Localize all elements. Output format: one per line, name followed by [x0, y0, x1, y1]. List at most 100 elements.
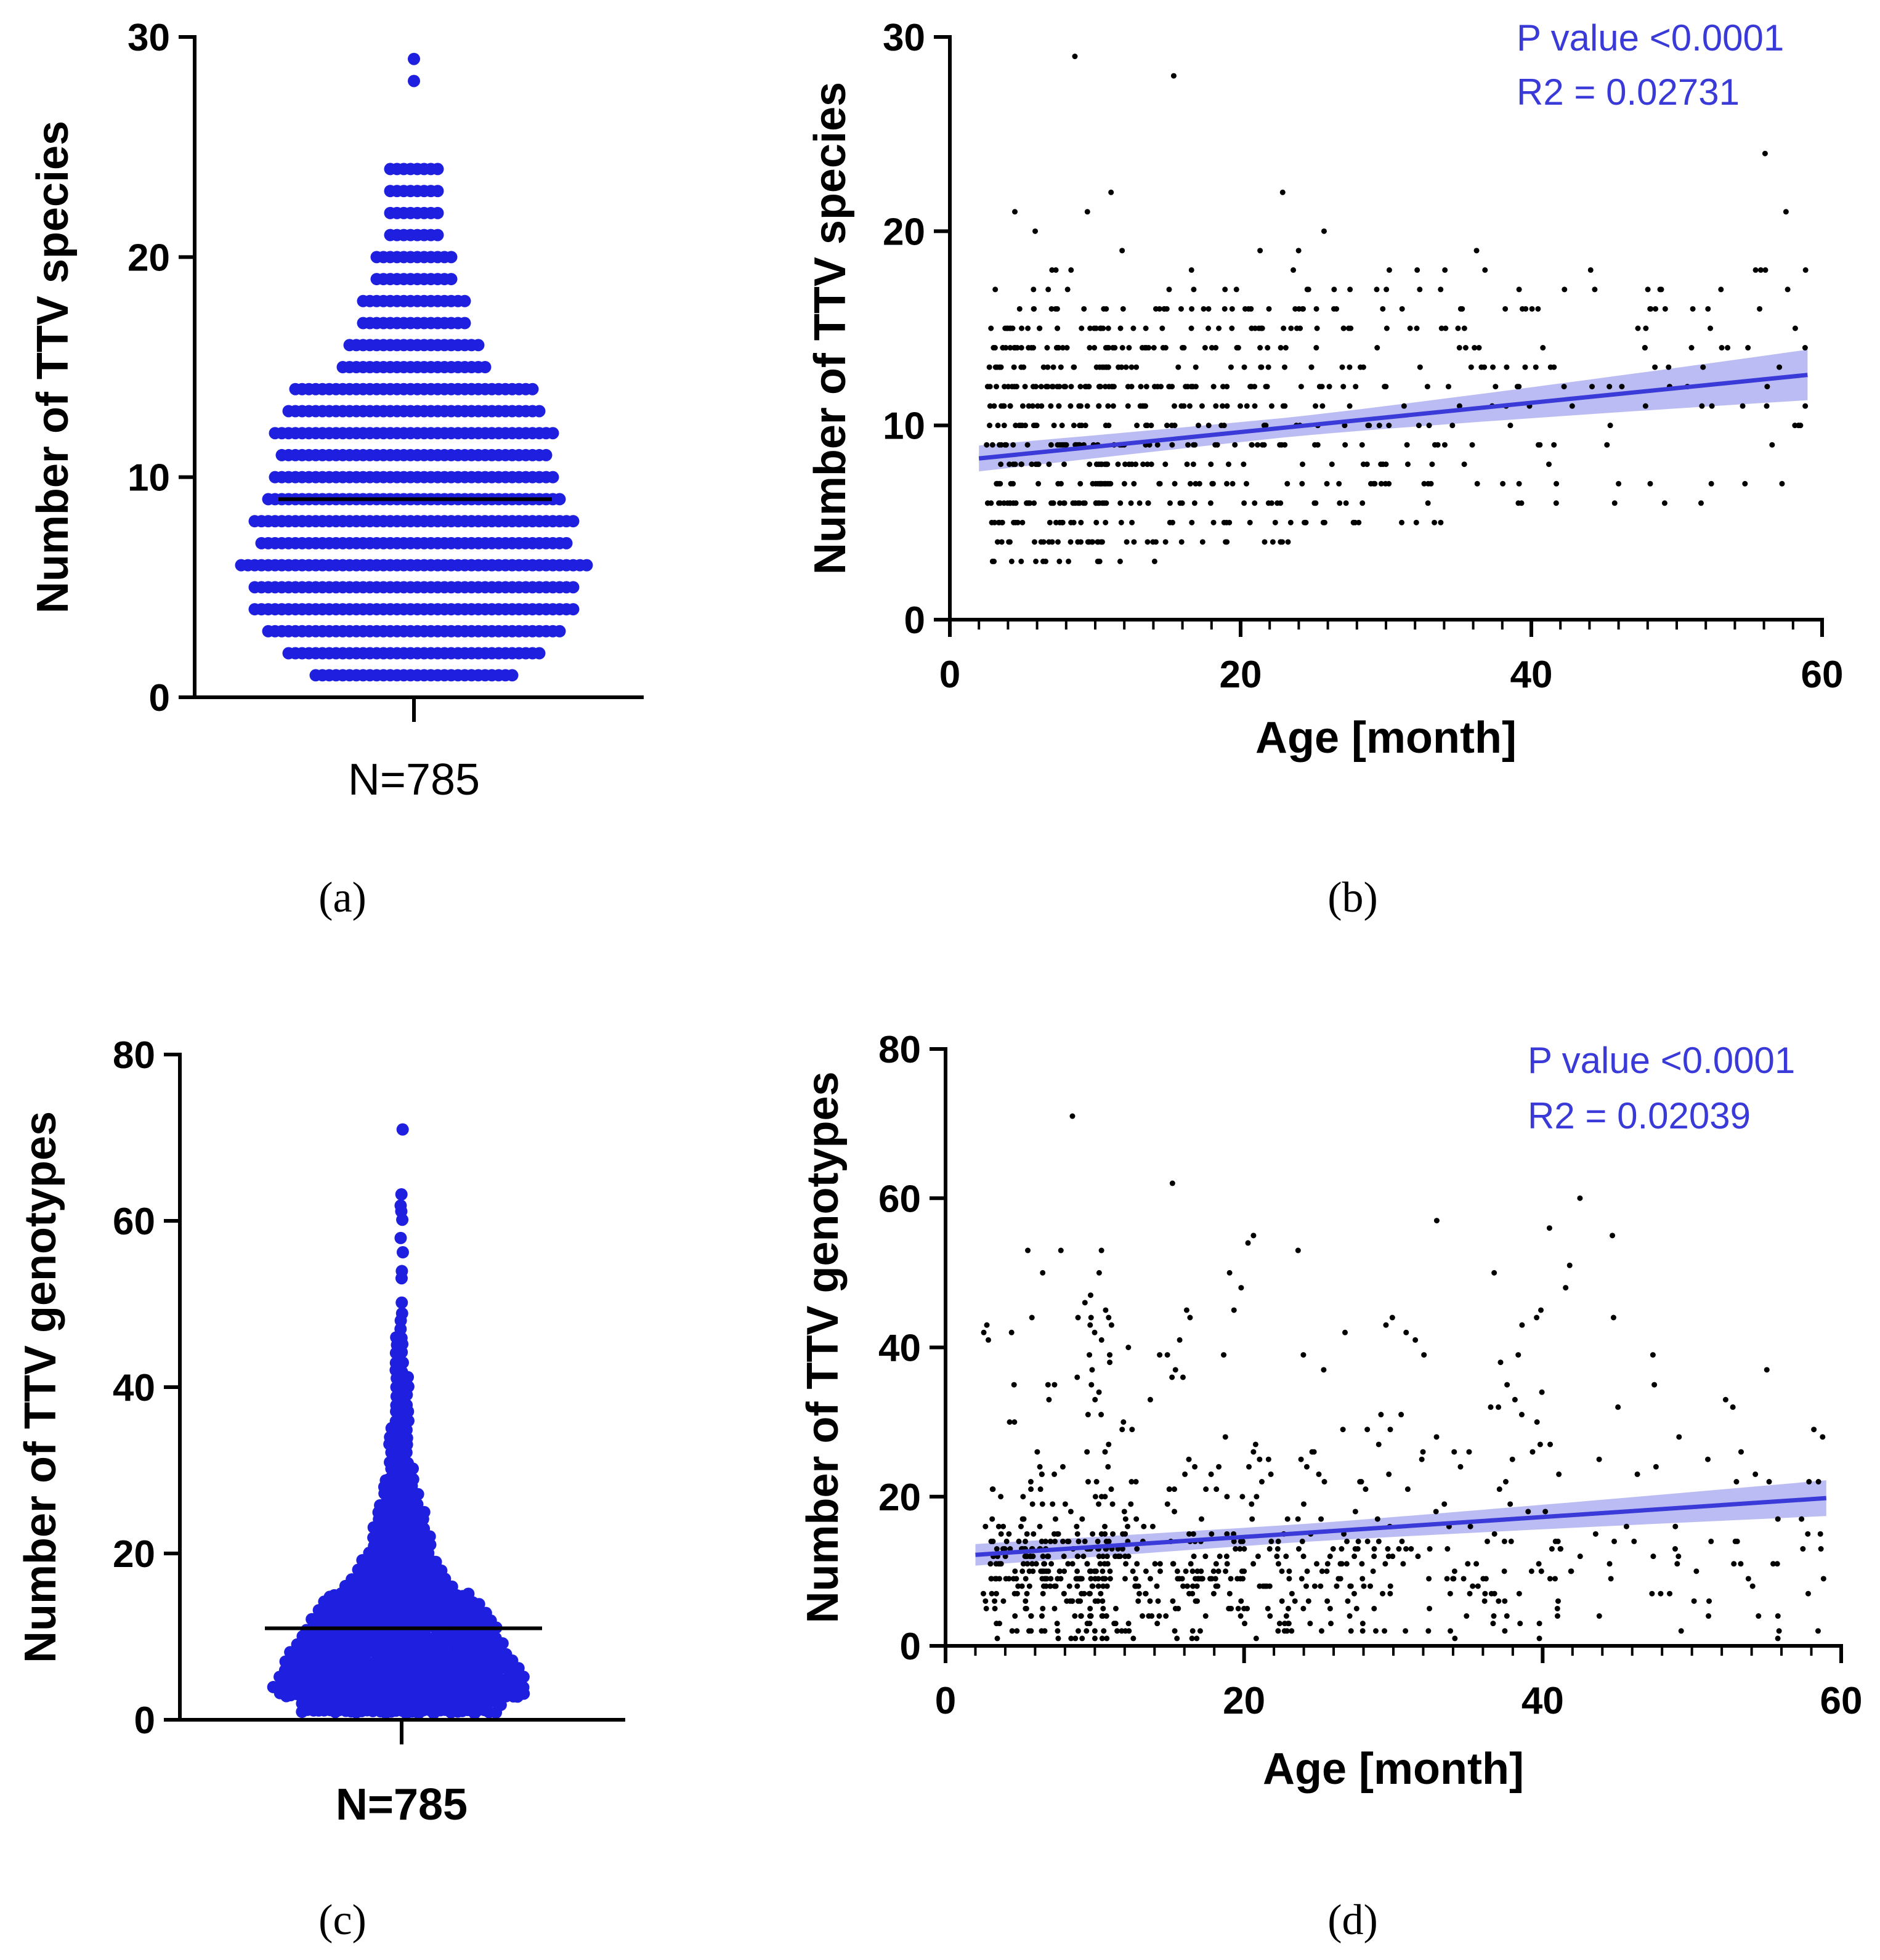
data-point	[1106, 384, 1112, 390]
data-point	[1087, 325, 1093, 331]
data-point	[1265, 345, 1271, 351]
data-point	[1504, 1382, 1510, 1388]
data-point	[567, 515, 580, 528]
data-point	[408, 75, 420, 87]
data-point	[1186, 1531, 1192, 1537]
data-point	[1039, 1628, 1045, 1634]
data-point	[1183, 1307, 1189, 1313]
data-point	[1043, 558, 1049, 564]
data-point	[1053, 1583, 1059, 1589]
data-point	[1098, 1412, 1104, 1418]
data-point	[1031, 500, 1037, 506]
data-point	[1337, 1561, 1343, 1567]
data-point	[1074, 1568, 1080, 1574]
data-point	[1048, 1561, 1055, 1567]
data-point	[1205, 325, 1212, 331]
data-point	[1370, 1568, 1376, 1574]
data-point	[1496, 1486, 1502, 1492]
data-point	[1364, 1427, 1371, 1433]
data-point	[1519, 1322, 1525, 1328]
data-point	[1278, 539, 1284, 545]
data-point	[1252, 384, 1258, 390]
data-point	[1220, 403, 1226, 409]
data-point	[985, 1337, 991, 1343]
data-point	[1186, 403, 1193, 409]
panel-a-y-axis-title: Number of TTV species	[28, 121, 78, 614]
data-point	[1192, 1464, 1198, 1470]
data-point	[1054, 306, 1060, 312]
data-point	[1058, 480, 1064, 487]
data-point	[1238, 403, 1244, 409]
data-point	[1103, 519, 1109, 525]
data-point	[1055, 1635, 1061, 1642]
data-point	[1243, 480, 1249, 487]
data-point	[1426, 1576, 1432, 1582]
data-point	[1745, 345, 1751, 351]
data-point	[1169, 423, 1175, 429]
data-point	[1190, 1583, 1196, 1589]
data-point	[1738, 1449, 1744, 1455]
data-point	[995, 1523, 1002, 1529]
data-point	[1225, 461, 1231, 468]
data-point	[1792, 325, 1798, 331]
data-point	[1068, 519, 1074, 525]
data-point	[1289, 1590, 1295, 1597]
data-point	[1019, 1568, 1026, 1574]
data-point	[1128, 500, 1134, 506]
data-point	[1072, 1635, 1079, 1642]
data-point	[1284, 1516, 1290, 1522]
data-point	[1077, 1598, 1084, 1604]
data-point	[1104, 1561, 1111, 1567]
data-point	[1164, 1501, 1170, 1507]
data-point	[1488, 1404, 1494, 1410]
data-point	[1324, 1561, 1331, 1567]
data-point	[1053, 519, 1059, 525]
data-point	[1551, 442, 1557, 448]
data-point	[1081, 306, 1087, 312]
data-point	[1203, 1486, 1209, 1492]
data-point	[1359, 1621, 1366, 1627]
data-point	[1048, 403, 1054, 409]
data-point	[1648, 306, 1654, 312]
data-point	[1399, 306, 1405, 312]
data-point	[1133, 461, 1139, 468]
data-point	[1095, 1538, 1101, 1544]
data-point	[1324, 1598, 1331, 1604]
data-point	[1224, 1494, 1230, 1500]
data-point	[1276, 1621, 1282, 1627]
data-point	[1676, 1434, 1682, 1440]
data-point	[1055, 539, 1061, 545]
data-point	[1313, 345, 1319, 351]
data-point	[1025, 325, 1031, 331]
data-point	[1099, 1613, 1105, 1619]
data-point	[1316, 1471, 1322, 1477]
data-point	[1650, 1553, 1656, 1560]
data-point	[1037, 325, 1043, 331]
data-point	[1100, 1583, 1106, 1589]
panel-d-y-tick-label: 60	[878, 1178, 921, 1220]
data-point	[1124, 539, 1130, 545]
data-point	[1229, 325, 1235, 331]
data-point	[1070, 500, 1076, 506]
data-point	[1705, 1456, 1711, 1462]
data-point	[989, 1590, 995, 1597]
data-point	[1010, 325, 1016, 331]
data-point	[1040, 1605, 1046, 1611]
data-point	[1018, 558, 1024, 564]
data-point	[1340, 384, 1347, 390]
data-point	[1098, 1247, 1104, 1253]
data-point	[1295, 1546, 1302, 1552]
data-point	[1312, 442, 1318, 448]
data-point	[1186, 1590, 1192, 1597]
data-point	[1275, 1538, 1281, 1544]
data-point	[1194, 1635, 1200, 1642]
data-point	[1147, 1576, 1153, 1582]
panel-d-axes: 0 20 40 60 80 0 20 40 60	[878, 1029, 1862, 1722]
data-point	[1050, 364, 1056, 370]
data-point	[1261, 423, 1267, 429]
data-point	[1090, 539, 1096, 545]
data-point	[1635, 325, 1641, 331]
data-point	[1003, 1576, 1009, 1582]
data-point	[1246, 306, 1252, 312]
data-point	[1516, 480, 1522, 487]
